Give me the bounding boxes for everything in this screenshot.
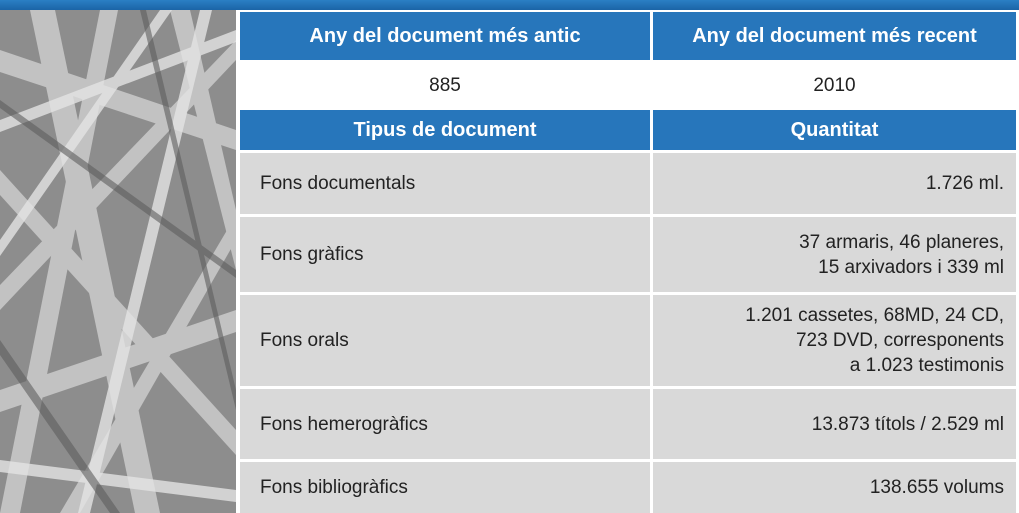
top-bar (0, 0, 1019, 10)
quantity-cell: 13.873 títols / 2.529 ml (653, 389, 1016, 459)
type-cell: Fons documentals (240, 153, 650, 214)
year-cell: 885 (240, 63, 650, 107)
subheader-cell: Quantitat (653, 110, 1016, 150)
quantity-cell: 1.726 ml. (653, 153, 1016, 214)
year-cell: 2010 (653, 63, 1016, 107)
header-cell: Any del document més recent (653, 12, 1016, 60)
subheader-cell: Tipus de document (240, 110, 650, 150)
quantity-cell: 37 armaris, 46 planeres, 15 arxivadors i… (653, 217, 1016, 292)
type-cell: Fons bibliogràfics (240, 462, 650, 513)
data-table: Any del document més antic Any del docum… (240, 12, 1016, 513)
type-cell: Fons hemerogràfics (240, 389, 650, 459)
type-cell: Fons orals (240, 295, 650, 386)
quantity-cell: 1.201 cassetes, 68MD, 24 CD, 723 DVD, co… (653, 295, 1016, 386)
decorative-photo (0, 10, 236, 513)
type-cell: Fons gràfics (240, 217, 650, 292)
quantity-cell: 138.655 volums (653, 462, 1016, 513)
header-cell: Any del document més antic (240, 12, 650, 60)
